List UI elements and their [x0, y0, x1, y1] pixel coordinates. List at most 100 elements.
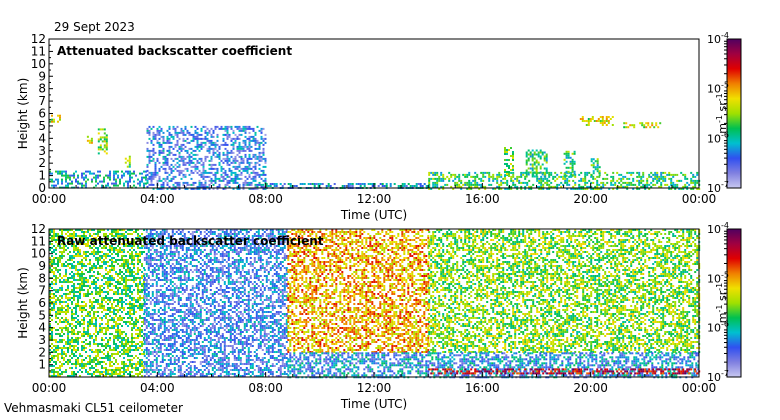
heatmap-cell — [157, 239, 160, 241]
heatmap-cell — [175, 243, 178, 245]
heatmap-cell — [228, 133, 231, 136]
heatmap-cell — [103, 144, 106, 147]
heatmap-cell — [543, 167, 546, 170]
heatmap-cell — [204, 129, 207, 132]
heatmap-cell — [643, 124, 646, 127]
heatmap-cell — [200, 143, 203, 146]
heatmap-cell — [569, 160, 572, 163]
heatmap-cell — [75, 317, 77, 319]
heatmap-cell — [167, 359, 170, 361]
heatmap-cell — [581, 120, 584, 122]
heatmap-cell — [59, 229, 61, 231]
heatmap-cell — [129, 317, 131, 319]
heatmap-cell — [656, 171, 659, 174]
heatmap-cell — [97, 271, 99, 273]
heatmap-cell — [169, 243, 172, 245]
y-tick-label: 2 — [38, 156, 46, 170]
heatmap-cell — [67, 375, 69, 377]
heatmap-cell — [119, 265, 121, 267]
heatmap-cell — [107, 371, 109, 373]
heatmap-cell — [256, 187, 259, 190]
heatmap-cell — [670, 183, 673, 186]
heatmap-cell — [176, 143, 179, 146]
heatmap-cell — [105, 263, 107, 265]
heatmap-cell — [51, 263, 53, 265]
heatmap-cell — [133, 289, 135, 291]
heatmap-cell — [105, 333, 107, 335]
heatmap-cell — [151, 243, 154, 245]
heatmap-cell — [474, 177, 477, 180]
heatmap-cell — [632, 183, 635, 186]
heatmap-cell — [155, 251, 158, 253]
heatmap-cell — [518, 179, 521, 182]
heatmap-cell — [111, 267, 113, 269]
heatmap-cell — [97, 128, 100, 131]
heatmap-cell — [171, 319, 174, 321]
heatmap-cell — [97, 371, 99, 373]
heatmap-cell — [174, 131, 177, 134]
heatmap-cell — [596, 179, 599, 182]
heatmap-cell — [59, 114, 61, 117]
heatmap-cell — [537, 163, 540, 166]
heatmap-cell — [141, 172, 143, 175]
heatmap-cell — [53, 297, 55, 299]
heatmap-cell — [143, 285, 146, 287]
heatmap-cell — [119, 269, 121, 271]
heatmap-cell — [574, 175, 577, 178]
heatmap-cell — [51, 357, 53, 359]
heatmap-cell — [115, 331, 117, 333]
heatmap-cell — [93, 233, 95, 235]
heatmap-cell — [289, 183, 292, 185]
heatmap-cell — [454, 173, 457, 176]
heatmap-cell — [119, 333, 121, 335]
heatmap-cell — [676, 183, 679, 186]
heatmap-cell — [586, 171, 589, 174]
heatmap-cell — [192, 171, 195, 174]
heatmap-cell — [75, 170, 77, 173]
heatmap-cell — [456, 175, 459, 178]
heatmap-cell — [133, 327, 135, 329]
heatmap-cell — [184, 163, 187, 166]
heatmap-cell — [506, 153, 508, 155]
heatmap-cell — [504, 187, 507, 190]
heatmap-cell — [137, 343, 139, 345]
heatmap-cell — [127, 275, 129, 277]
heatmap-cell — [139, 255, 141, 257]
heatmap-cell — [240, 159, 243, 162]
heatmap-cell — [238, 185, 241, 188]
heatmap-cell — [214, 181, 217, 184]
heatmap-cell — [77, 347, 79, 349]
heatmap-cell — [57, 357, 59, 359]
heatmap-cell — [123, 353, 125, 355]
heatmap-cell — [105, 233, 107, 235]
heatmap-cell — [71, 291, 73, 293]
heatmap-cell — [230, 137, 233, 140]
heatmap-cell — [258, 163, 261, 166]
heatmap-cell — [125, 291, 127, 293]
heatmap-cell — [87, 229, 89, 231]
heatmap-cell — [53, 355, 55, 357]
heatmap-cell — [173, 309, 176, 311]
heatmap-cell — [258, 147, 261, 150]
heatmap-cell — [666, 183, 669, 186]
heatmap-cell — [478, 187, 481, 190]
heatmap-cell — [448, 171, 451, 174]
heatmap-cell — [168, 131, 171, 134]
heatmap-cell — [608, 187, 611, 190]
heatmap-cell — [88, 139, 91, 142]
heatmap-cell — [170, 141, 173, 144]
heatmap-cell — [69, 367, 71, 369]
heatmap-cell — [53, 345, 55, 347]
heatmap-cell — [137, 253, 139, 255]
heatmap-cell — [640, 181, 643, 184]
heatmap-cell — [177, 359, 180, 361]
heatmap-cell — [155, 253, 158, 255]
heatmap-cell — [248, 161, 251, 164]
heatmap-cell — [128, 161, 131, 164]
heatmap-cell — [569, 156, 572, 159]
heatmap-cell — [113, 327, 115, 329]
heatmap-cell — [510, 175, 513, 178]
heatmap-cell — [158, 167, 161, 170]
heatmap-cell — [159, 285, 162, 287]
heatmap-cell — [73, 273, 75, 275]
